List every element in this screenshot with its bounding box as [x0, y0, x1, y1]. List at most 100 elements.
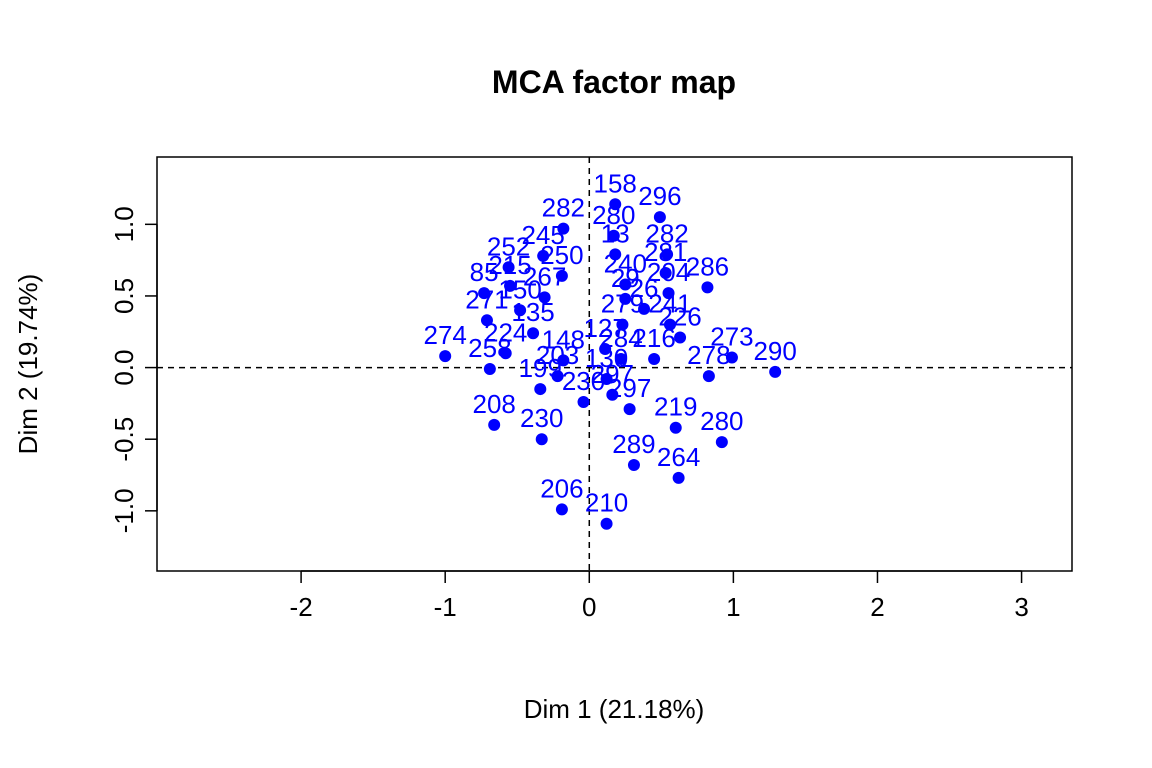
data-point-label: 208 [472, 389, 515, 419]
data-point-label: 258 [468, 333, 511, 363]
data-point [527, 327, 540, 340]
data-point-label: 224 [484, 317, 527, 347]
data-point-label: 158 [594, 168, 637, 198]
data-point [715, 436, 728, 449]
y-tick-label: -0.5 [109, 417, 139, 462]
data-point-label: 280 [592, 200, 635, 230]
data-point [599, 342, 612, 355]
data-point-label: 273 [710, 322, 753, 352]
data-point-label: 230 [520, 403, 563, 433]
x-tick-label: 3 [1014, 592, 1028, 622]
x-tick-label: 0 [582, 592, 596, 622]
data-point [674, 331, 687, 344]
data-point-label: 130 [585, 343, 628, 373]
data-point [557, 354, 570, 367]
data-point [616, 318, 629, 331]
data-point-label: 240 [604, 248, 647, 278]
data-point [535, 433, 548, 446]
data-point [619, 292, 632, 305]
x-tick-label: 2 [870, 592, 884, 622]
data-point-label: 297 [591, 359, 634, 389]
data-point [502, 261, 515, 274]
data-point-label: 135 [511, 297, 554, 327]
data-point-label: 264 [657, 442, 700, 472]
data-point-label: 296 [638, 181, 681, 211]
data-point [577, 395, 590, 408]
data-point-label: 274 [423, 320, 466, 350]
data-point [669, 421, 682, 434]
data-point [557, 222, 570, 235]
y-tick-label: 0.0 [109, 350, 139, 386]
x-axis: -2 -1 0 1 2 3 [290, 570, 1029, 622]
y-axis: -1.0 -0.5 0.0 0.5 1.0 [109, 206, 158, 533]
data-point [627, 458, 640, 471]
x-tick-label: -1 [434, 592, 457, 622]
data-point [769, 365, 782, 378]
data-point [606, 388, 619, 401]
data-point-label: 281 [644, 237, 687, 267]
data-point-label: 127 [583, 313, 626, 343]
data-point [483, 363, 496, 376]
y-axis-label: Dim 2 (19.74%) [13, 274, 43, 455]
data-point-label: 282 [542, 193, 585, 223]
data-point-label: 230 [562, 366, 605, 396]
data-point-label: 290 [753, 336, 796, 366]
data-point-label: 216 [632, 323, 675, 353]
data-point-label: 250 [540, 240, 583, 270]
data-point-label: 286 [686, 251, 729, 281]
data-point [609, 198, 622, 211]
y-tick-label: -1.0 [109, 488, 139, 533]
data-point [725, 351, 738, 364]
data-point [653, 211, 666, 224]
data-point [555, 269, 568, 282]
data-point [488, 418, 501, 431]
data-point-label: 297 [608, 373, 651, 403]
data-point [478, 287, 491, 300]
data-point-label: 279 [601, 289, 644, 319]
data-point-label: 85 [470, 257, 499, 287]
data-point-label: 280 [700, 406, 743, 436]
data-point-label: 252 [487, 231, 530, 261]
data-point-label: 150 [498, 274, 541, 304]
data-point [701, 281, 714, 294]
x-axis-label: Dim 1 (21.18%) [524, 694, 705, 724]
data-point-label: 203 [536, 340, 579, 370]
y-tick-label: 0.5 [109, 278, 139, 314]
data-point-label: 271 [465, 284, 508, 314]
data-point [648, 352, 661, 365]
data-point [638, 302, 651, 315]
data-point [600, 373, 613, 386]
data-point-label: 278 [687, 340, 730, 370]
data-point-label: 267 [523, 261, 566, 291]
data-point [555, 503, 568, 516]
data-point [514, 304, 527, 317]
data-point [537, 249, 550, 262]
data-point-label: 204 [647, 257, 690, 287]
data-point [661, 248, 674, 261]
data-point [499, 347, 512, 360]
data-point-label: 226 [658, 301, 701, 331]
data-point [538, 291, 551, 304]
x-tick-label: -2 [290, 592, 313, 622]
data-point [623, 403, 636, 416]
data-point [659, 267, 672, 280]
data-point [600, 517, 613, 530]
reference-lines [157, 157, 1072, 571]
data-point-label: 199 [519, 353, 562, 383]
data-point [607, 229, 620, 242]
data-point [672, 471, 685, 484]
data-point [534, 383, 547, 396]
points-layer [439, 198, 782, 530]
x-tick-label: 1 [726, 592, 740, 622]
data-point-label: 210 [585, 488, 628, 518]
data-point-label: 148 [542, 324, 585, 354]
data-point [480, 314, 493, 327]
data-point-label: 13 [601, 218, 630, 248]
data-point-label: 219 [654, 392, 697, 422]
data-point-label: 241 [648, 289, 691, 319]
chart-title: MCA factor map [492, 64, 736, 100]
data-point [663, 318, 676, 331]
data-point-label: 215 [488, 250, 531, 280]
